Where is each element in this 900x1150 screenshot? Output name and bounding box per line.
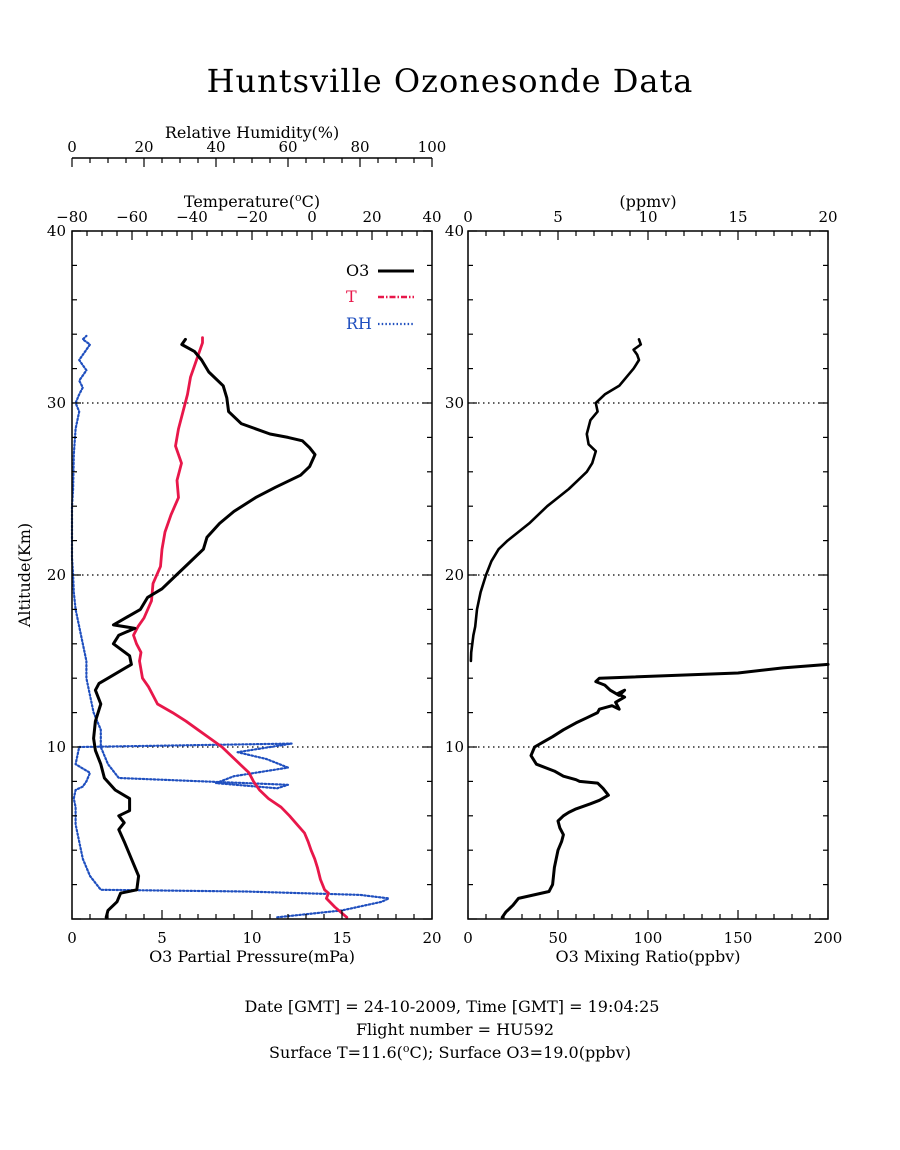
rh-axis-label: Relative Humidity(%) [165, 123, 339, 142]
right-ytick-label-20: 20 [445, 566, 464, 584]
legend-label-rh: RH [346, 314, 372, 333]
ppmv-xtick-label-5: 5 [553, 208, 563, 226]
left-ytick-label-30: 30 [47, 394, 66, 412]
temp-xtick-label--80: −80 [56, 208, 88, 226]
o3pp-xtick-label-0: 0 [67, 929, 77, 947]
temp-xtick-label--60: −60 [116, 208, 148, 226]
legend: O3 T RH [346, 261, 414, 333]
temperature-axis-label-sup: o [295, 191, 302, 204]
altitude-axis-label: Altitude(Km) [15, 523, 34, 628]
ppmv-xtick-label-20: 20 [818, 208, 837, 226]
temp-xtick-label-20: 20 [362, 208, 381, 226]
left-ytick-label-20: 20 [47, 566, 66, 584]
temperature-series-line [132, 336, 349, 919]
o3pp-xtick-label-10: 10 [242, 929, 261, 947]
ppbv-xtick-label-150: 150 [724, 929, 753, 947]
temp-xtick-label--40: −40 [176, 208, 208, 226]
rh-xtick-label-20: 20 [134, 138, 153, 156]
o3-mixing-ratio-bottom-series-line [500, 662, 830, 919]
ppbv-xtick-label-100: 100 [634, 929, 663, 947]
right-series [469, 338, 830, 919]
left-gridlines [72, 402, 432, 748]
rh-xtick-label-40: 40 [206, 138, 225, 156]
rh-xtick-label-100: 100 [418, 138, 447, 156]
footer-surface-values: Surface T=11.6(oC); Surface O3=19.0(ppbv… [269, 1042, 631, 1062]
rh-xtick-label-80: 80 [350, 138, 369, 156]
ppmv-axis-label: (ppmv) [619, 192, 676, 211]
footer-surface-sup: o [403, 1042, 410, 1055]
rh-series-line [70, 334, 390, 919]
ppbv-xtick-label-0: 0 [463, 929, 473, 947]
o3-mixing-ratio-top-series-line [469, 338, 643, 663]
left-panel: 10 20 30 40 0 5 10 15 20 −80 −60 −40 −20 0 20 40 0 20 40 60… [15, 123, 446, 966]
footer-date-time: Date [GMT] = 24-10-2009, Time [GMT] = 19… [245, 997, 660, 1016]
o3-partial-pressure-axis-label: O3 Partial Pressure(mPa) [149, 947, 355, 966]
right-ytick-label-40: 40 [445, 222, 464, 240]
footer: Date [GMT] = 24-10-2009, Time [GMT] = 19… [245, 997, 660, 1062]
right-gridlines [468, 402, 828, 748]
ppbv-xtick-label-200: 200 [814, 929, 843, 947]
o3pp-xtick-label-15: 15 [332, 929, 351, 947]
ppbv-xtick-label-50: 50 [548, 929, 567, 947]
right-ytick-label-10: 10 [445, 738, 464, 756]
o3pp-xtick-label-20: 20 [422, 929, 441, 947]
temperature-axis-label-a: Temperature( [184, 192, 295, 211]
temperature-axis-label: Temperature(oC) [184, 191, 320, 211]
temp-xtick-label-0: 0 [307, 208, 317, 226]
legend-label-temperature: T [346, 287, 357, 306]
rh-xtick-label-60: 60 [278, 138, 297, 156]
left-ytick-label-10: 10 [47, 738, 66, 756]
temperature-axis-label-b: C) [302, 192, 320, 211]
o3pp-xtick-label-5: 5 [157, 929, 167, 947]
footer-surface-a: Surface T=11.6( [269, 1043, 403, 1062]
left-ytick-label-40: 40 [47, 222, 66, 240]
ppmv-xtick-label-15: 15 [728, 208, 747, 226]
o3-partial-pressure-series-line [92, 337, 317, 919]
chart-title: Huntsville Ozonesonde Data [207, 62, 694, 100]
footer-surface-b: C); Surface O3=19.0(ppbv) [410, 1043, 631, 1062]
left-ticks: 10 20 30 40 0 5 10 15 20 −80 −60 −40 −20 0 20 40 0 20 40 60… [47, 138, 446, 947]
mixing-ratio-axis-label: O3 Mixing Ratio(ppbv) [555, 947, 740, 966]
right-ytick-label-30: 30 [445, 394, 464, 412]
ppmv-xtick-label-0: 0 [463, 208, 473, 226]
left-series [70, 334, 390, 919]
ppmv-xtick-label-10: 10 [638, 208, 657, 226]
temp-xtick-label-40: 40 [422, 208, 441, 226]
temp-xtick-label--20: −20 [236, 208, 268, 226]
footer-flight-number: Flight number = HU592 [356, 1020, 554, 1039]
legend-label-o3: O3 [346, 261, 369, 280]
rh-xtick-label-0: 0 [67, 138, 77, 156]
